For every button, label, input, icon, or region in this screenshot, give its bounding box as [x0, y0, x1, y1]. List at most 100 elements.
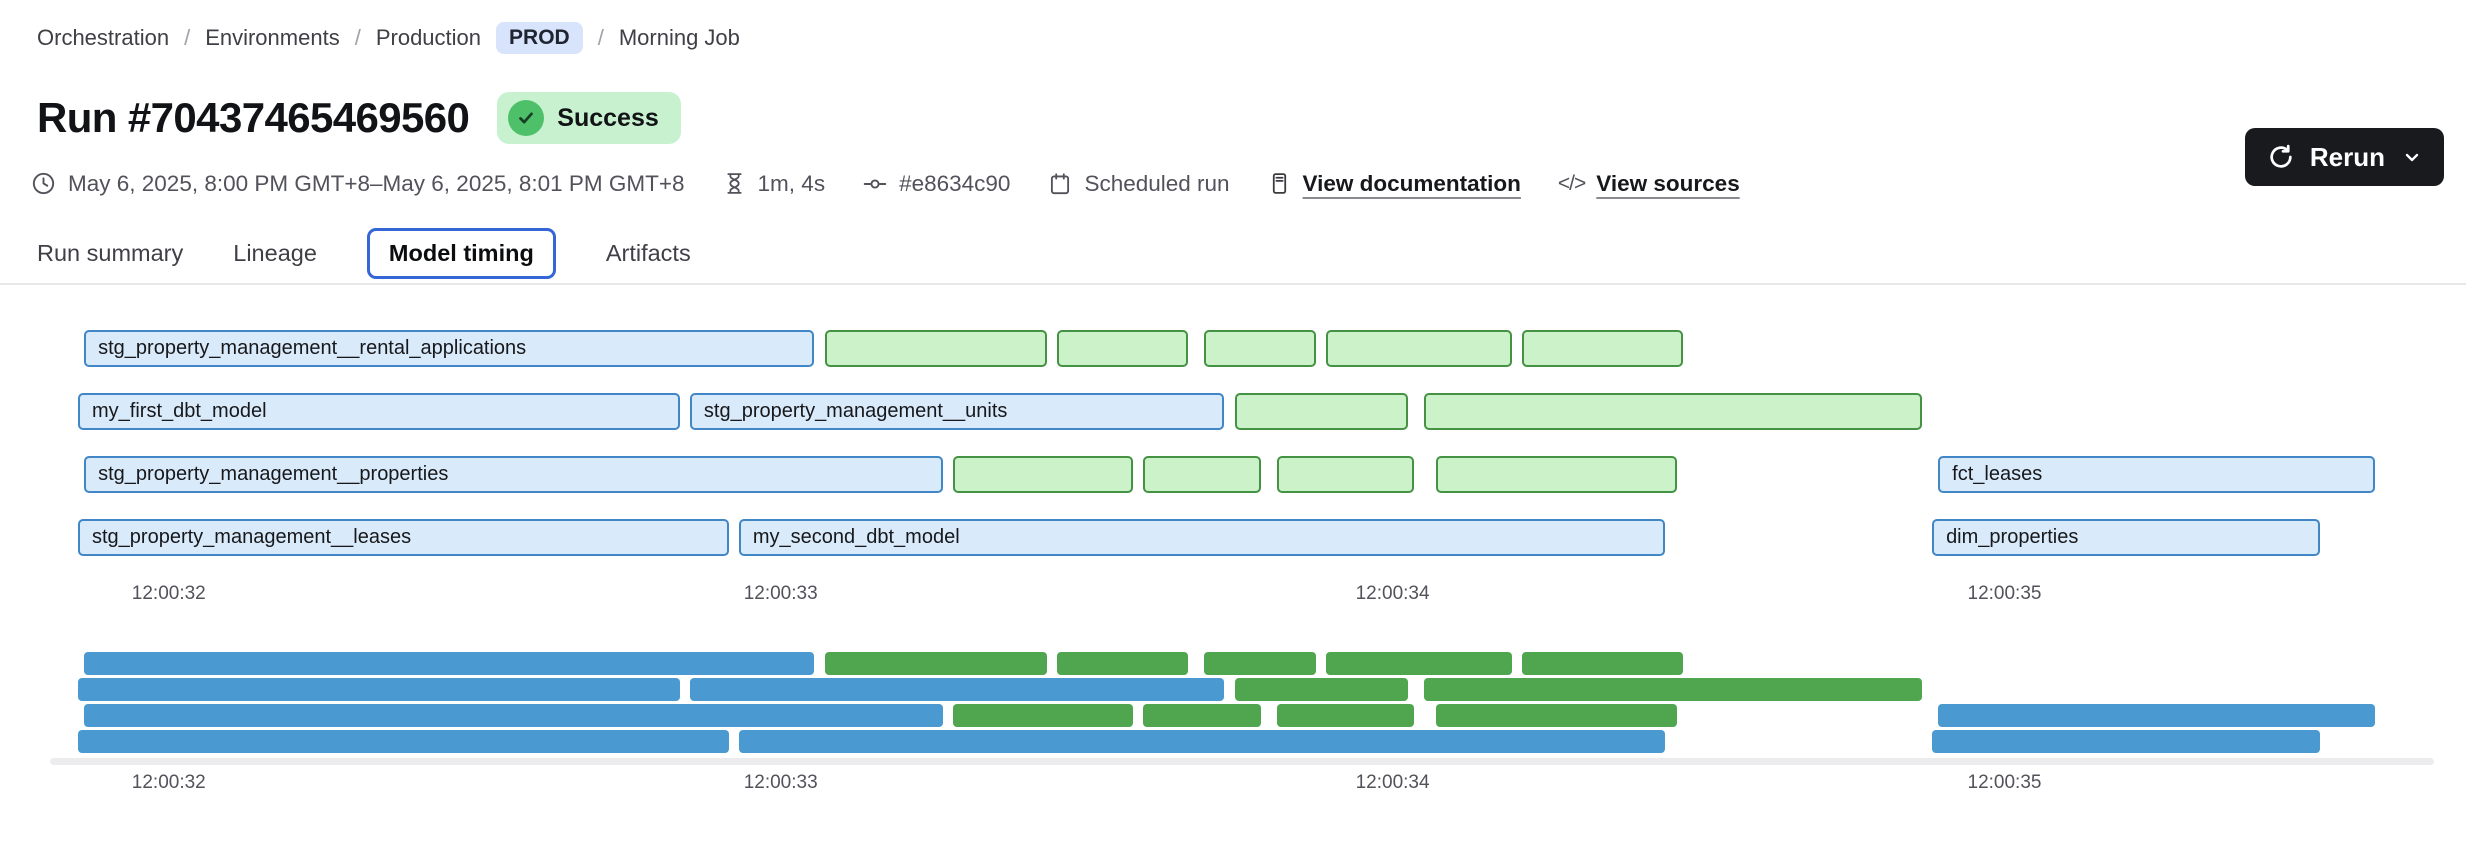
gantt-bar[interactable] — [1277, 456, 1415, 493]
commit-icon — [862, 171, 888, 197]
gantt-row: stg_property_management__leases my_second… — [77, 519, 2390, 556]
time-tick-label: 12:00:33 — [743, 772, 818, 793]
breadcrumb-item-environments[interactable]: Environments — [205, 25, 340, 50]
gantt-bar[interactable] — [1424, 393, 1922, 430]
minimap-bar[interactable] — [1277, 704, 1415, 727]
minimap-bar-stg_property_management__properties[interactable] — [84, 704, 943, 727]
minimap-scroll-track[interactable] — [50, 758, 2434, 765]
minimap-bar[interactable] — [1142, 704, 1262, 727]
meta-time-range-label: May 6, 2025, 8:00 PM GMT+8–May 6, 2025, … — [68, 170, 685, 196]
view-sources-link[interactable]: View sources — [1596, 170, 1740, 196]
time-tick-label: 12:00:34 — [1355, 583, 1430, 604]
minimap-bar-stg_property_management__units[interactable] — [689, 678, 1225, 701]
meta-commit: #e8634c90 — [862, 171, 1010, 197]
gantt-bar-stg_property_management__rental_applications[interactable]: stg_property_management__rental_applicat… — [84, 330, 815, 367]
meta-sources: </> View sources — [1558, 171, 1740, 197]
minimap-bar-my_second_dbt_model[interactable] — [738, 730, 1665, 753]
gantt-bar[interactable] — [824, 330, 1047, 367]
gantt-bar[interactable] — [1142, 456, 1262, 493]
gantt-bar-label: stg_property_management__units — [703, 400, 1008, 422]
gantt-bar[interactable] — [1436, 456, 1678, 493]
gantt-bar-label: dim_properties — [1946, 526, 2079, 548]
gantt-bar[interactable] — [1326, 330, 1512, 367]
clock-icon — [30, 170, 57, 197]
title-row: Run #70437465469560 Success — [37, 92, 681, 144]
time-tick-label: 12:00:35 — [1967, 772, 2042, 793]
gantt-row — [77, 730, 2390, 753]
chevron-down-icon[interactable] — [2400, 145, 2424, 169]
breadcrumb-separator: / — [354, 25, 361, 50]
gantt-bar[interactable] — [1203, 330, 1317, 367]
gantt-row — [77, 678, 2390, 701]
status-badge: Success — [497, 92, 681, 144]
check-icon — [508, 100, 545, 136]
minimap-bar[interactable] — [953, 704, 1133, 727]
page-title: Run #70437465469560 — [37, 94, 470, 141]
tab-model-timing[interactable]: Model timing — [366, 228, 556, 279]
minimap-bar-dim_properties[interactable] — [1932, 730, 2320, 753]
meta-documentation: View documentation — [1267, 171, 1521, 197]
minimap-bar[interactable] — [1424, 678, 1922, 701]
minimap-bar-stg_property_management__rental_applications[interactable] — [84, 652, 815, 675]
breadcrumb-item-morning-job[interactable]: Morning Job — [618, 25, 740, 50]
run-meta-row: May 6, 2025, 8:00 PM GMT+8–May 6, 2025, … — [30, 170, 1740, 197]
model-timing-minimap[interactable] — [77, 652, 2390, 756]
minimap-bar[interactable] — [1234, 678, 1408, 701]
model-timing-gantt: stg_property_management__rental_applicat… — [77, 330, 2390, 580]
breadcrumb-separator: / — [597, 25, 604, 50]
time-tick-label: 12:00:32 — [131, 583, 206, 604]
minimap-bar[interactable] — [1203, 652, 1317, 675]
tab-bar: Run summary Lineage Model timing Artifac… — [37, 228, 691, 279]
breadcrumb-item-production[interactable]: Production — [375, 25, 482, 50]
status-badge-label: Success — [557, 103, 659, 132]
code-icon: </> — [1557, 171, 1586, 195]
calendar-icon — [1047, 171, 1073, 197]
rerun-button-label: Rerun — [2309, 141, 2385, 172]
meta-time-range: May 6, 2025, 8:00 PM GMT+8–May 6, 2025, … — [30, 170, 685, 197]
gantt-bar[interactable] — [1522, 330, 1684, 367]
gantt-bar-stg_property_management__leases[interactable]: stg_property_management__leases — [78, 519, 729, 556]
time-tick-label: 12:00:32 — [131, 772, 206, 793]
gantt-bar-dim_properties[interactable]: dim_properties — [1932, 519, 2320, 556]
gantt-bar-stg_property_management__units[interactable]: stg_property_management__units — [689, 393, 1225, 430]
gantt-bar-label: stg_property_management__rental_applicat… — [98, 337, 527, 359]
gantt-row: stg_property_management__rental_applicat… — [77, 330, 2390, 367]
refresh-icon — [2267, 143, 2295, 171]
minimap-bar[interactable] — [1326, 652, 1512, 675]
gantt-bar-label: fct_leases — [1952, 463, 2043, 485]
time-tick-label: 12:00:34 — [1355, 772, 1430, 793]
tab-artifacts[interactable]: Artifacts — [605, 240, 691, 266]
gantt-bar[interactable] — [953, 456, 1133, 493]
meta-trigger: Scheduled run — [1047, 171, 1230, 197]
view-documentation-link[interactable]: View documentation — [1302, 170, 1521, 196]
gantt-bar[interactable] — [1057, 330, 1188, 367]
gantt-bar[interactable] — [1234, 393, 1408, 430]
breadcrumb-separator: / — [184, 25, 191, 50]
minimap-bar[interactable] — [1522, 652, 1684, 675]
gantt-bar-label: stg_property_management__leases — [92, 526, 412, 548]
meta-commit-label: #e8634c90 — [899, 170, 1011, 196]
gantt-bar-my_second_dbt_model[interactable]: my_second_dbt_model — [738, 519, 1665, 556]
minimap-bar-fct_leases[interactable] — [1938, 704, 2375, 727]
gantt-bar-stg_property_management__properties[interactable]: stg_property_management__properties — [84, 456, 943, 493]
minimap-bar-stg_property_management__leases[interactable] — [78, 730, 729, 753]
tab-lineage[interactable]: Lineage — [233, 240, 317, 266]
gantt-time-axis: 12:00:32 12:00:33 12:00:34 12:00:35 — [77, 583, 2390, 607]
environment-badge: PROD — [496, 22, 583, 54]
tab-run-summary[interactable]: Run summary — [37, 240, 184, 266]
gantt-row — [77, 704, 2390, 727]
breadcrumb-item-orchestration[interactable]: Orchestration — [37, 25, 170, 50]
gantt-bar-my_first_dbt_model[interactable]: my_first_dbt_model — [78, 393, 680, 430]
minimap-bar[interactable] — [824, 652, 1047, 675]
minimap-bar[interactable] — [1057, 652, 1188, 675]
gantt-row: my_first_dbt_model stg_property_managemen… — [77, 393, 2390, 430]
minimap-bar-my_first_dbt_model[interactable] — [78, 678, 680, 701]
tab-bar-divider — [0, 283, 2466, 285]
minimap-bar[interactable] — [1436, 704, 1678, 727]
rerun-button[interactable]: Rerun — [2244, 128, 2444, 186]
gantt-row — [77, 652, 2390, 675]
gantt-bar-label: my_first_dbt_model — [92, 400, 267, 422]
gantt-bar-fct_leases[interactable]: fct_leases — [1938, 456, 2375, 493]
breadcrumb: Orchestration / Environments / Productio… — [37, 22, 740, 54]
documentation-icon — [1267, 171, 1292, 196]
